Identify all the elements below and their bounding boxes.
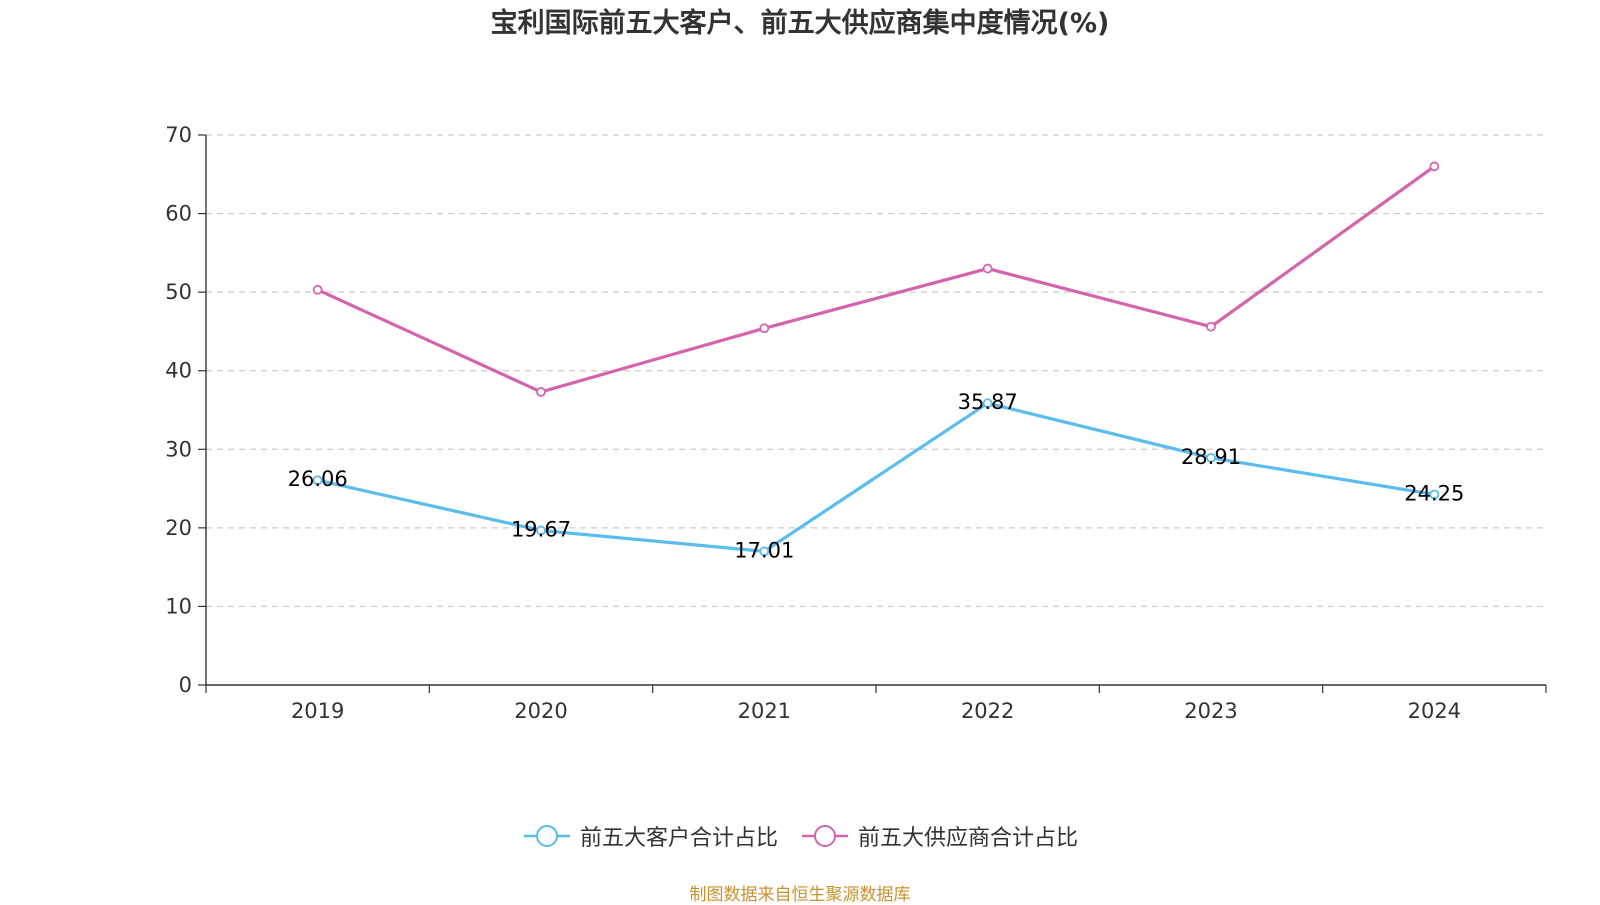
series-0-data-label-2024: 24.25 <box>1404 481 1464 505</box>
series-0-data-label-2019: 26.06 <box>288 467 348 491</box>
legend: 前五大客户合计占比 前五大供应商合计占比 <box>0 820 1600 852</box>
y-tick-label-1: 10 <box>165 594 192 618</box>
legend-item-0[interactable]: 前五大客户合计占比 <box>522 820 778 852</box>
legend-marker-icon <box>802 825 848 847</box>
series-0-point-2024 <box>1429 489 1440 500</box>
series-line-1 <box>316 164 1436 394</box>
legend-label: 前五大客户合计占比 <box>579 826 778 851</box>
series-0-data-label-2023: 28.91 <box>1181 445 1241 469</box>
series-0-data-label-2020: 19.67 <box>511 517 571 541</box>
source-note: 制图数据来自恒生聚源数据库 <box>689 885 911 905</box>
series-1-point-2022 <box>982 263 993 274</box>
x-tick-label-2023: 2023 <box>1184 699 1237 723</box>
y-tick-label-3: 30 <box>165 437 192 461</box>
series-0-point-2021 <box>759 546 770 557</box>
series-1-point-2020 <box>536 387 546 397</box>
series-0-point-2020 <box>536 525 546 536</box>
y-tick-label-5: 50 <box>165 280 192 304</box>
x-tick-label-2024: 2024 <box>1408 699 1461 723</box>
y-tick-label-4: 40 <box>165 359 192 383</box>
legend-item-1[interactable]: 前五大供应商合计占比 <box>800 820 1078 852</box>
series-0-point-2022 <box>982 398 993 409</box>
y-tick-label-6: 60 <box>165 202 192 226</box>
series-1-point-2019 <box>312 284 323 295</box>
x-tick-label-2019: 2019 <box>291 699 344 723</box>
x-tick-label-2022: 2022 <box>961 699 1014 723</box>
y-tick-label-7: 70 <box>165 123 192 147</box>
series-0-data-label-2021: 17.01 <box>734 538 794 562</box>
x-tick-label-2021: 2021 <box>738 699 791 723</box>
series-0-point-2023 <box>1206 452 1216 463</box>
axes: 0 10 20 30 40 50 60 70 2019 2020 2021 2022 2023 2024 <box>165 123 1547 723</box>
series-lines <box>312 161 1440 557</box>
series-1-point-2024 <box>1429 161 1440 172</box>
series-line-0 <box>316 401 1436 553</box>
legend-label: 前五大供应商合计占比 <box>858 826 1079 851</box>
series-1-point-2021 <box>759 323 770 334</box>
data-labels: 26.06 19.67 17.01 35.87 28.91 24.25 <box>288 390 1465 562</box>
series-0-point-2019 <box>312 475 323 486</box>
series-0-data-label-2022: 35.87 <box>958 390 1018 414</box>
series-1-point-2023 <box>1206 321 1216 332</box>
grid-lines <box>206 134 1546 608</box>
y-tick-label-2: 20 <box>165 516 192 540</box>
legend-marker-icon <box>523 825 570 847</box>
y-tick-label-0: 0 <box>179 673 192 697</box>
chart-title: 宝利国际前五大客户、前五大供应商集中度情况(%) <box>490 8 1110 39</box>
x-tick-label-2020: 2020 <box>514 699 567 723</box>
